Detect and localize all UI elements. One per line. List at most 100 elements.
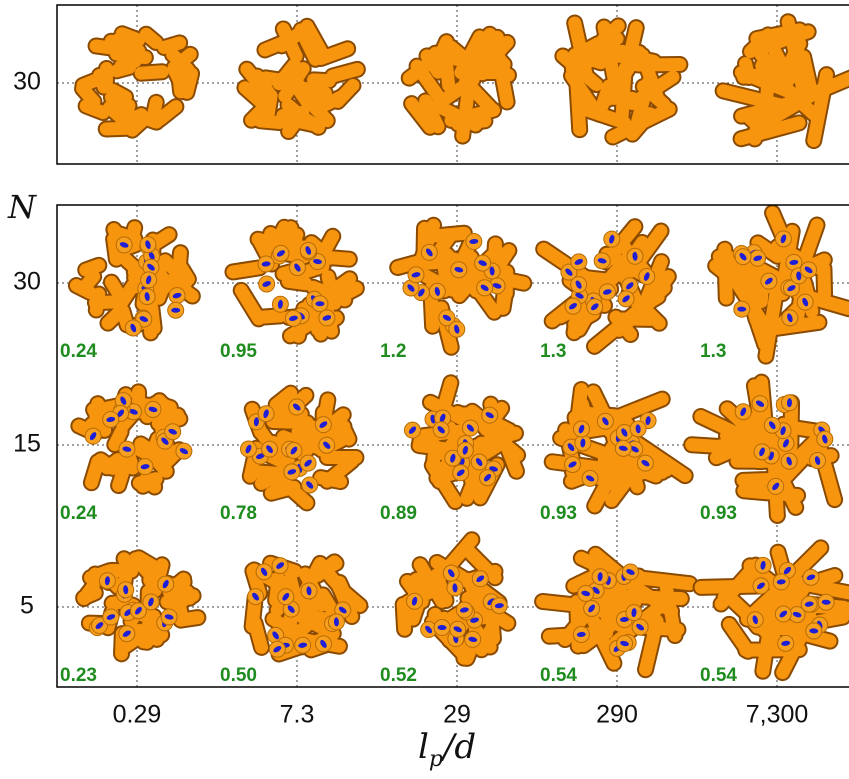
fiber-core xyxy=(120,396,127,405)
fiber-core xyxy=(260,567,268,576)
fiber-core xyxy=(575,292,584,299)
fiber-core xyxy=(261,261,271,267)
top-frame xyxy=(56,4,849,165)
fiber-core xyxy=(786,398,792,408)
fiber xyxy=(300,19,329,61)
fiber xyxy=(79,99,110,120)
fiber xyxy=(109,226,142,246)
fiber xyxy=(238,81,272,112)
fiber xyxy=(622,453,644,494)
fiber xyxy=(89,39,117,55)
fiber-core xyxy=(411,272,421,278)
ratio-label: 0.50 xyxy=(220,665,257,686)
fiber-core xyxy=(454,324,460,334)
fiber-core xyxy=(148,406,158,413)
fiber-core xyxy=(630,446,639,453)
fiber xyxy=(588,451,627,513)
fiber-core xyxy=(245,444,252,454)
fiber xyxy=(143,432,165,466)
fiber-core xyxy=(757,582,765,590)
fiber-core xyxy=(781,640,791,646)
fiber-core xyxy=(645,416,651,426)
fiber xyxy=(251,309,287,324)
fiber-core xyxy=(821,599,831,605)
ratio-label: 0.78 xyxy=(220,503,257,524)
fiber-core xyxy=(590,303,599,311)
fiber-core xyxy=(95,622,104,629)
fiber-core xyxy=(782,439,790,448)
fiber xyxy=(77,579,100,606)
fiber-core xyxy=(179,448,189,455)
fiber xyxy=(469,53,516,82)
fiber xyxy=(143,573,162,597)
fiber xyxy=(307,616,340,641)
fiber-core xyxy=(273,646,282,653)
fiber xyxy=(776,626,810,680)
ratio-label: 1.3 xyxy=(540,341,566,362)
fiber-core xyxy=(494,603,504,609)
fiber-core xyxy=(144,292,150,302)
fiber xyxy=(162,585,197,605)
fiber xyxy=(269,396,296,423)
fiber-core xyxy=(305,246,312,255)
fiber xyxy=(740,108,769,137)
fiber-core xyxy=(585,475,595,482)
ratio-label: 0.23 xyxy=(60,665,97,686)
fiber-core xyxy=(568,461,577,468)
fiber xyxy=(105,563,139,578)
fiber xyxy=(293,606,332,626)
ratio-label: 1.2 xyxy=(380,341,406,362)
x-label: lp/d xyxy=(418,727,476,772)
fiber xyxy=(773,438,823,490)
x-tick-label: 0.29 xyxy=(113,701,162,729)
fiber-core xyxy=(294,263,301,272)
labels: 0.29 7.3 29 290 7,300 30 30 15 5 0.24 0.95 1.2 1.3 1.… xyxy=(13,68,808,729)
fiber-core xyxy=(632,251,638,261)
fiber xyxy=(316,89,349,113)
fiber-core xyxy=(172,292,182,299)
fiber-core xyxy=(282,592,290,601)
fiber-core xyxy=(796,271,802,281)
fiber-core xyxy=(262,281,271,287)
fiber xyxy=(94,453,120,475)
fiber xyxy=(79,258,106,277)
fiber-core xyxy=(602,417,609,426)
fiber-core xyxy=(442,314,452,321)
fiber-core xyxy=(453,626,462,633)
fiber-core xyxy=(626,282,634,290)
fiber xyxy=(405,97,437,134)
bottom-renderings xyxy=(67,205,849,682)
fiber xyxy=(314,42,355,65)
fiber-core xyxy=(574,259,584,265)
fiber-core xyxy=(631,608,637,618)
fiber-core xyxy=(292,403,301,411)
fiber-core xyxy=(106,416,116,423)
fiber xyxy=(419,94,445,134)
fiber-core xyxy=(462,445,468,455)
fiber-core xyxy=(618,445,628,451)
fiber xyxy=(152,558,169,584)
fiber xyxy=(606,102,676,144)
fiber xyxy=(226,261,266,279)
fiber xyxy=(167,62,187,89)
fiber-core xyxy=(411,596,418,606)
fiber-core xyxy=(597,572,603,582)
fiber xyxy=(335,417,356,446)
fiber xyxy=(333,575,358,616)
fiber-core xyxy=(480,284,489,292)
fiber-core xyxy=(592,586,600,595)
fiber-core xyxy=(609,234,615,244)
fiber xyxy=(153,100,183,127)
x-label-sub: p xyxy=(429,747,443,772)
x-label-main: l xyxy=(418,727,429,767)
fiber xyxy=(116,632,144,655)
x-label-rest: /d xyxy=(440,727,476,767)
fiber-core xyxy=(139,316,149,322)
fiber-core xyxy=(129,408,138,415)
fiber-core xyxy=(425,248,433,257)
fiber-core xyxy=(635,424,641,434)
fiber xyxy=(396,597,412,636)
fiber xyxy=(635,48,664,104)
fiber-core xyxy=(447,569,455,578)
fiber-core xyxy=(759,447,765,457)
